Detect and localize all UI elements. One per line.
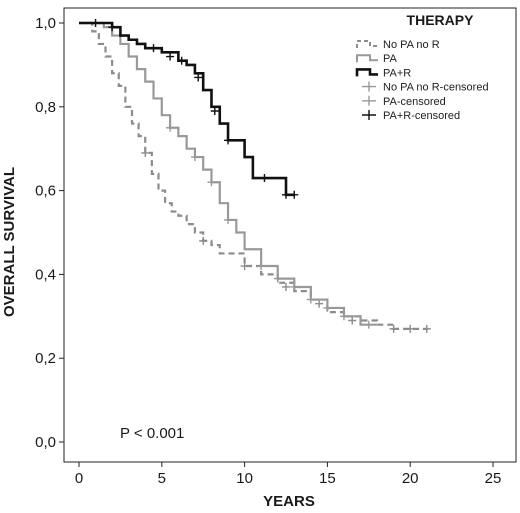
censor-mark [210, 106, 219, 115]
censor-mark [290, 190, 299, 199]
censor-mark [260, 174, 269, 183]
censor-mark [323, 303, 332, 312]
series-line-pa [79, 21, 378, 326]
censor-mark [224, 136, 233, 145]
p-value-annotation: P < 0.001 [120, 425, 184, 442]
legend-swatch [355, 68, 378, 77]
legend-entry: PA-censored [383, 96, 446, 108]
censor-mark [306, 295, 315, 304]
censor-mark [91, 19, 100, 27]
legend-swatch [356, 54, 378, 63]
censor-mark [389, 324, 398, 333]
censor-mark [149, 44, 158, 53]
x-tick-label: 15 [319, 470, 336, 487]
legend-entry: PA+R-censored [383, 110, 460, 122]
censor-mark [282, 190, 290, 199]
series-layer [79, 19, 431, 333]
plot-frame [63, 7, 517, 463]
censor-mark [406, 324, 415, 333]
x-tick-label: 20 [402, 470, 419, 487]
censor-mark [199, 236, 208, 245]
legend-swatch [362, 95, 376, 106]
censor-mark [194, 73, 203, 82]
censor-mark [108, 23, 117, 32]
censor-mark [141, 148, 150, 157]
censor-mark [422, 324, 431, 333]
censor-mark [240, 262, 249, 271]
x-tick-label: 10 [236, 470, 253, 487]
censor-mark [207, 178, 216, 187]
censor-mark [315, 299, 324, 308]
censor-mark [166, 52, 175, 61]
censor-mark [177, 56, 186, 65]
censor-mark [364, 320, 373, 329]
legend-swatch [362, 110, 376, 120]
censor-mark [290, 282, 299, 291]
series-line-pa-r [79, 21, 295, 197]
y-tick-label: 0,4 [35, 266, 56, 283]
axes [63, 7, 517, 463]
x-tick-label: 25 [485, 470, 502, 487]
censor-mark [273, 274, 282, 283]
censor-mark [224, 215, 233, 224]
x-axis-label: YEARS [263, 493, 315, 510]
y-tick-label: 1,0 [35, 15, 56, 32]
legend-swatch [362, 81, 376, 92]
censor-mark [339, 312, 348, 321]
legend-entry: PA+R [383, 67, 411, 79]
censor-mark [257, 262, 266, 271]
y-tick-label: 0,8 [35, 99, 56, 116]
legend-entry: No PA no R [383, 39, 440, 51]
legend-entry: No PA no R-censored [383, 82, 489, 94]
y-tick-label: 0,0 [35, 434, 56, 451]
censor-mark [166, 123, 175, 132]
x-tick-label: 5 [158, 470, 166, 487]
censor-mark [282, 282, 290, 291]
y-tick-label: 0,6 [35, 183, 56, 200]
y-axis-label: OVERALL SURVIVAL [1, 167, 18, 317]
x-tick-label: 0 [75, 470, 83, 487]
legend-swatch [356, 40, 378, 48]
y-tick-label: 0,2 [35, 350, 56, 367]
censor-mark [190, 153, 199, 162]
censor-mark [348, 316, 357, 325]
legend-title: THERAPY [407, 12, 475, 28]
legend: THERAPY No PA no R PA PA+R No PA no R-censor… [355, 12, 489, 122]
ticks: 0 5 10 15 20 25 0,0 0,2 0,4 0,6 0,8 1,0 [35, 15, 501, 487]
legend-entry: PA [383, 53, 398, 65]
